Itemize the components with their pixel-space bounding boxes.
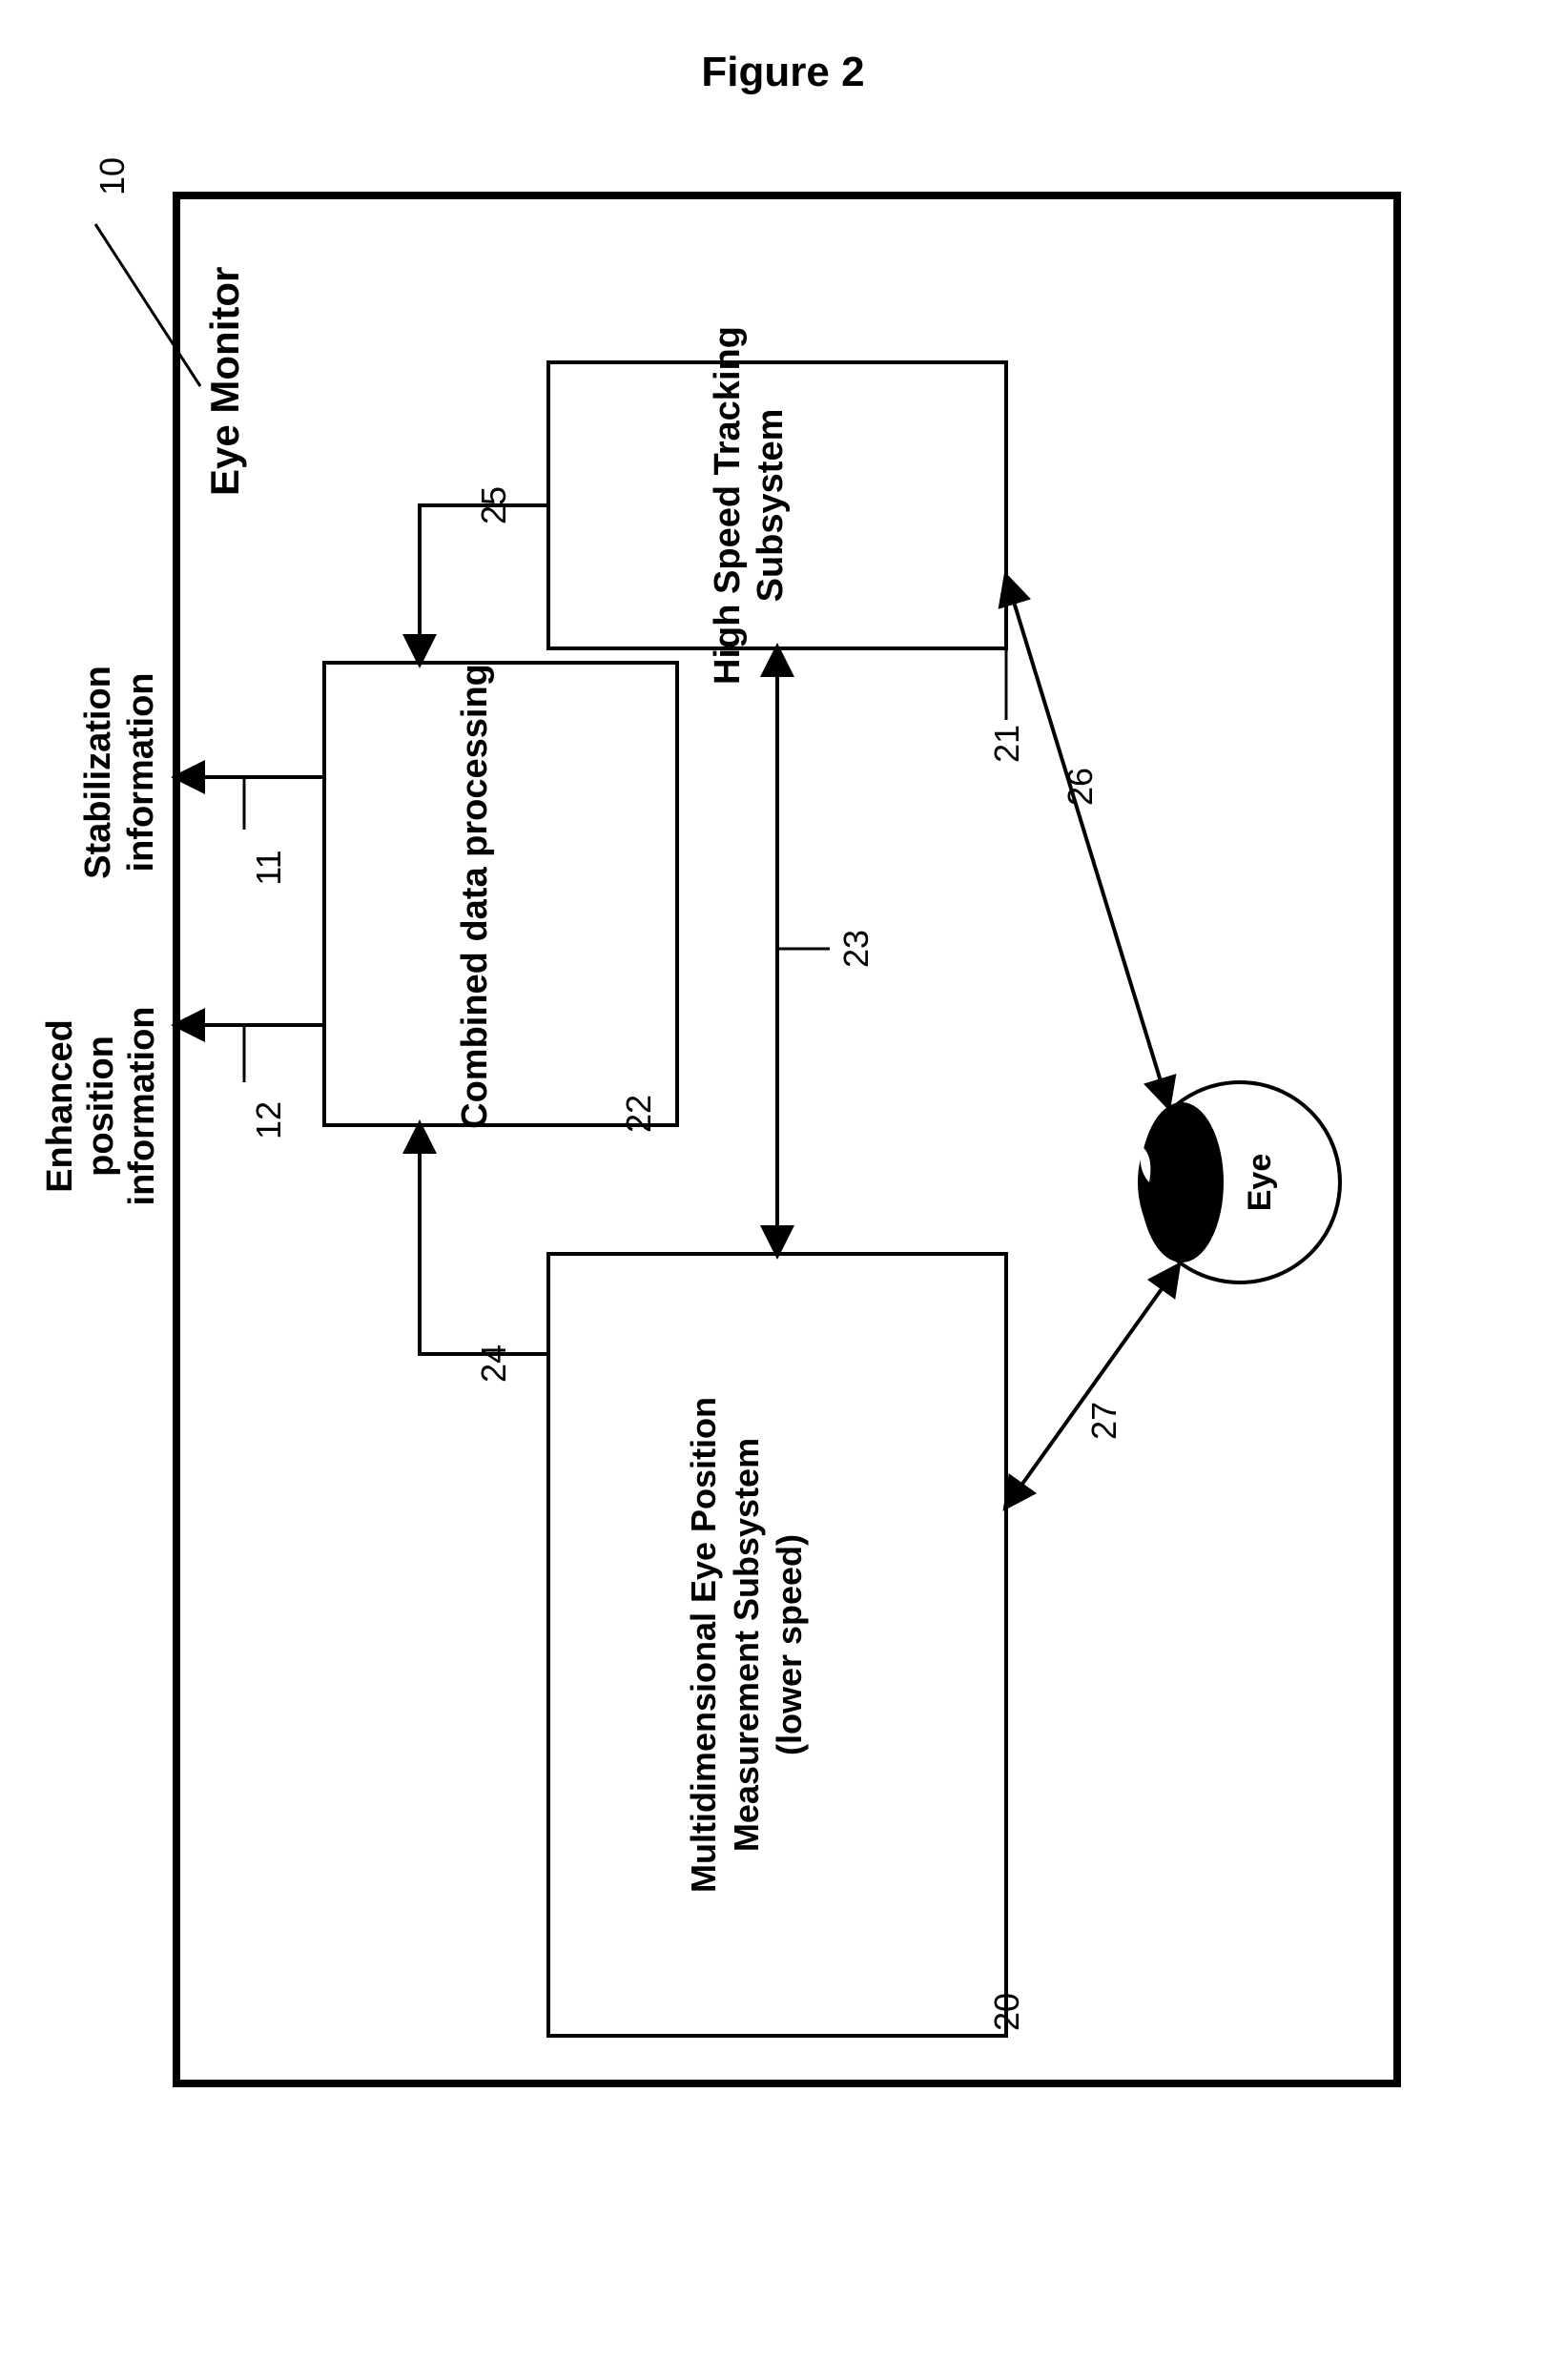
ref-number-24: 24 bbox=[474, 1344, 513, 1383]
enhanced-label-1: Enhanced bbox=[40, 1019, 80, 1193]
ref-number-27: 27 bbox=[1084, 1402, 1123, 1440]
stabilization-label-1: Stabilization bbox=[78, 666, 118, 879]
ref-number-20: 20 bbox=[987, 1993, 1026, 2031]
multi-eye-position-label-1: Multidimensional Eye Position bbox=[684, 1397, 723, 1893]
ref-number-12: 12 bbox=[249, 1101, 288, 1139]
ref-number-10: 10 bbox=[93, 157, 132, 195]
multi-eye-position-label-3: (lower speed) bbox=[770, 1534, 809, 1755]
ref-number-26: 26 bbox=[1061, 768, 1100, 806]
eye-icon bbox=[1140, 1082, 1340, 1282]
multi-eye-position-label-2: Measurement Subsystem bbox=[727, 1438, 766, 1852]
ref-number-23: 23 bbox=[836, 930, 876, 968]
diagram-canvas: Figure 2 Eye Monitor 10 Combined data pr… bbox=[0, 0, 1566, 2380]
high-speed-tracking-label-1: High Speed Tracking bbox=[708, 326, 748, 685]
ref-number-21: 21 bbox=[987, 725, 1026, 763]
eye-monitor-label: Eye Monitor bbox=[202, 267, 247, 496]
ref-number-22: 22 bbox=[619, 1095, 658, 1133]
arrow-26 bbox=[1006, 577, 1168, 1106]
enhanced-label-2: position bbox=[81, 1036, 121, 1177]
arrow-24 bbox=[420, 1125, 548, 1354]
figure-title: Figure 2 bbox=[701, 49, 864, 95]
enhanced-label-3: information bbox=[122, 1007, 162, 1206]
ref-number-25: 25 bbox=[474, 486, 513, 524]
ref-line-10 bbox=[95, 224, 200, 386]
combined-data-processing-box bbox=[324, 663, 677, 1125]
eye-label: Eye bbox=[1242, 1154, 1278, 1212]
arrow-27 bbox=[1006, 1266, 1178, 1507]
stabilization-label-2: information bbox=[121, 673, 161, 872]
ref-number-11: 11 bbox=[249, 850, 288, 885]
combined-data-processing-label: Combined data processing bbox=[455, 664, 495, 1129]
high-speed-tracking-label-2: Subsystem bbox=[751, 409, 791, 603]
arrow-25 bbox=[420, 505, 548, 663]
